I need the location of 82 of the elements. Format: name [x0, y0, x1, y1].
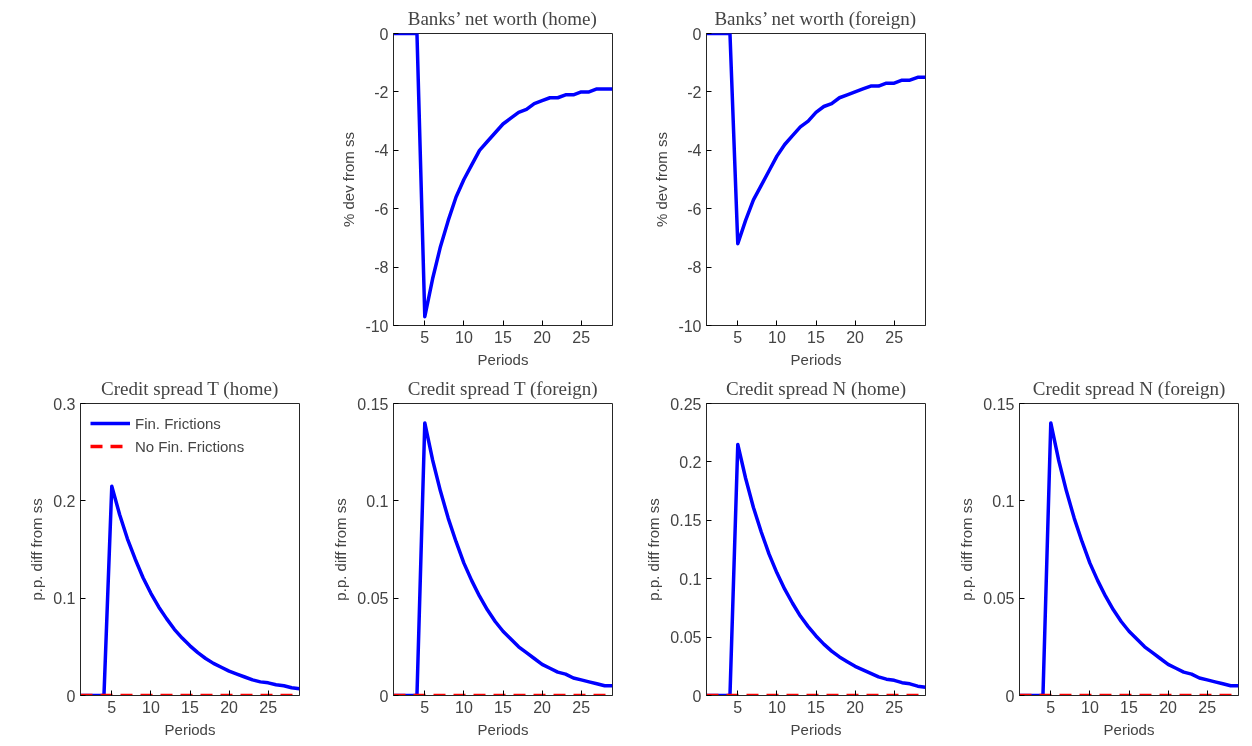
y-tick-label: 0: [66, 687, 76, 705]
y-tick-label: 0: [379, 25, 389, 43]
x-tick-label: 10: [454, 328, 473, 346]
x-tick-label: 10: [454, 698, 473, 716]
y-tick-label: -10: [678, 317, 702, 335]
x-tick-label: 20: [1159, 698, 1178, 716]
x-axis-title: Periods: [164, 720, 216, 738]
y-tick-label: 0: [692, 25, 702, 43]
y-tick-label: -8: [374, 259, 389, 277]
x-tick-label: 15: [1120, 698, 1138, 716]
y-tick-label: 0.2: [53, 492, 76, 510]
y-tick-label: 0.1: [366, 492, 389, 510]
y-tick-label: 0.05: [983, 590, 1015, 608]
x-tick-label: 10: [141, 698, 160, 716]
x-tick-label: 10: [1080, 698, 1099, 716]
y-tick-label: 0.15: [357, 395, 389, 413]
x-tick-label: 25: [572, 698, 591, 716]
y-tick-label: 0.1: [679, 570, 702, 588]
y-axis-title: p.p. diff from ss: [645, 498, 663, 601]
y-tick-label: 0.05: [357, 590, 389, 608]
x-tick-label: 25: [572, 328, 591, 346]
y-axis-title: p.p. diff from ss: [332, 498, 350, 601]
line-series: [393, 33, 613, 319]
y-axis-title: p.p. diff from ss: [958, 498, 976, 601]
legend-label: No Fin. Frictions: [135, 437, 245, 455]
chart-title: Credit spread T (home): [101, 377, 279, 400]
y-tick-label: -8: [687, 259, 702, 277]
x-tick-label: 15: [807, 328, 825, 346]
y-tick-label: -4: [687, 142, 702, 160]
chart-title: Credit spread T (foreign): [407, 377, 598, 400]
x-tick-label: 20: [533, 328, 552, 346]
x-tick-label: 20: [220, 698, 239, 716]
y-tick-label: 0: [379, 687, 389, 705]
chart-title: Banks’ net worth (home): [407, 7, 597, 30]
x-tick-label: 10: [767, 698, 786, 716]
y-axis-title: % dev from ss: [653, 131, 671, 228]
y-tick-label: -4: [374, 142, 389, 160]
y-tick-label: 0.15: [670, 512, 702, 530]
x-tick-label: 15: [181, 698, 199, 716]
x-tick-label: 25: [1198, 698, 1217, 716]
line-series: [706, 33, 926, 246]
y-tick-label: 0: [692, 687, 702, 705]
y-tick-label: 0.3: [53, 395, 76, 413]
y-tick-label: -2: [374, 83, 389, 101]
x-tick-label: 5: [107, 698, 117, 716]
x-tick-label: 20: [846, 328, 865, 346]
y-tick-label: -2: [687, 83, 702, 101]
y-tick-label: 0.2: [679, 453, 702, 471]
y-tick-label: 0.05: [670, 629, 702, 647]
x-tick-label: 25: [885, 328, 904, 346]
legend-label: Fin. Frictions: [135, 414, 221, 432]
x-tick-label: 5: [1046, 698, 1056, 716]
x-axis-title: Periods: [790, 720, 842, 738]
y-tick-label: 0: [1005, 687, 1015, 705]
x-tick-label: 10: [767, 328, 786, 346]
x-tick-label: 25: [259, 698, 278, 716]
y-tick-label: -10: [365, 317, 389, 335]
y-tick-label: 0.25: [670, 395, 702, 413]
x-axis-title: Periods: [1103, 720, 1155, 738]
chart-title: Credit spread N (foreign): [1032, 377, 1226, 400]
chart-title: Banks’ net worth (foreign): [714, 7, 917, 30]
x-axis-title: Periods: [477, 350, 529, 368]
x-axis-title: Periods: [790, 350, 842, 368]
x-tick-label: 15: [494, 698, 512, 716]
chart-title: Credit spread N (home): [726, 377, 906, 400]
y-tick-label: -6: [687, 200, 702, 218]
x-tick-label: 5: [420, 698, 430, 716]
x-tick-label: 5: [733, 698, 743, 716]
y-tick-label: -6: [374, 200, 389, 218]
x-axis-title: Periods: [477, 720, 529, 738]
y-tick-label: 0.1: [53, 590, 76, 608]
y-axis-title: % dev from ss: [340, 131, 358, 228]
x-tick-label: 15: [807, 698, 825, 716]
y-axis-title: p.p. diff from ss: [28, 498, 46, 601]
x-tick-label: 25: [885, 698, 904, 716]
x-tick-label: 15: [494, 328, 512, 346]
y-tick-label: 0.1: [992, 492, 1015, 510]
x-tick-label: 20: [846, 698, 865, 716]
y-tick-label: 0.15: [983, 395, 1015, 413]
x-tick-label: 20: [533, 698, 552, 716]
x-tick-label: 5: [733, 328, 743, 346]
x-tick-label: 5: [420, 328, 430, 346]
